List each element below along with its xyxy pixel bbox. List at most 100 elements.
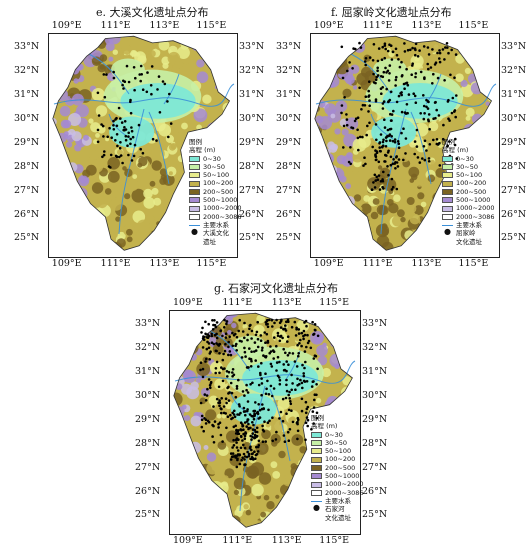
site-dot: [247, 454, 251, 458]
site-dot: [410, 73, 413, 76]
site-dot: [271, 439, 274, 443]
legend-class-row: 2000~3086: [442, 213, 495, 221]
site-dot: [395, 53, 399, 57]
site-dot: [248, 357, 251, 360]
site-dot: [219, 329, 222, 333]
site-dot: [426, 107, 430, 110]
panel-title: e. 大溪文化遗址点分布: [96, 6, 209, 19]
site-dot: [149, 84, 153, 87]
latitude-label-right: 28°N: [362, 437, 388, 449]
site-dot: [119, 141, 122, 144]
site-dot: [286, 340, 289, 343]
site-dot: [414, 53, 417, 57]
site-dot: [315, 383, 318, 386]
site-dot: [380, 92, 383, 95]
site-dot: [381, 45, 384, 49]
site-dot: [249, 426, 252, 430]
site-dot: [101, 124, 105, 128]
site-dot: [384, 66, 387, 70]
latitude-label-left: 29°N: [276, 136, 302, 148]
site-dot: [124, 138, 128, 142]
site-dot: [454, 137, 457, 141]
site-dot: [123, 126, 126, 129]
site-dot: [119, 154, 123, 157]
site-dot: [387, 100, 390, 104]
legend-class-label: 100~200: [203, 179, 234, 188]
map-panel-g: g. 石家河文化遗址点分布 图例 高程 (m) 0~30 30~50 50~100 1…: [124, 280, 404, 553]
site-dot: [246, 400, 250, 403]
site-dot: [243, 458, 246, 461]
site-dot: [207, 420, 211, 424]
site-dot: [389, 119, 393, 122]
site-dot: [241, 330, 245, 333]
site-dot: [157, 75, 161, 78]
longitude-label-bottom: 113°E: [149, 258, 180, 269]
site-dot: [378, 188, 382, 191]
site-dot: [394, 167, 397, 170]
site-dot: [257, 444, 261, 447]
longitude-label-bottom: 109°E: [313, 258, 344, 269]
site-dot: [374, 78, 378, 81]
site-dot: [229, 353, 233, 357]
latitude-label-right: 28°N: [239, 160, 265, 172]
site-dot: [217, 401, 220, 405]
site-dot: [250, 337, 253, 340]
site-dot: [200, 414, 204, 418]
site-dot: [269, 350, 273, 353]
site-dot: [378, 141, 382, 144]
site-dot: [389, 44, 393, 47]
site-dot: [259, 373, 262, 377]
latitude-label-left: 27°N: [135, 461, 161, 473]
site-dot: [291, 382, 294, 385]
latitude-label-right: 26°N: [362, 485, 388, 497]
site-dot: [311, 320, 314, 324]
latitude-label-right: 30°N: [239, 113, 265, 125]
site-dot: [260, 361, 263, 365]
site-dot: [271, 349, 275, 352]
site-dot: [361, 135, 364, 139]
site-dot: [240, 356, 244, 359]
site-dot: [108, 126, 111, 130]
site-dot: [241, 439, 244, 442]
site-dot: [139, 147, 142, 151]
site-dot: [422, 117, 426, 121]
site-dot: [118, 155, 121, 159]
latitude-label-left: 30°N: [14, 113, 40, 125]
site-dot: [214, 367, 218, 370]
site-dot: [130, 159, 134, 162]
site-dot: [305, 324, 308, 328]
site-dot: [274, 438, 278, 441]
site-dot: [255, 426, 259, 430]
site-dot: [250, 359, 253, 363]
site-dot: [302, 372, 305, 375]
latitude-label-left: 25°N: [276, 232, 302, 244]
legend-class-row: 200~500: [189, 188, 242, 196]
site-dot: [276, 334, 280, 338]
site-dot: [431, 82, 434, 85]
site-dot: [208, 358, 211, 361]
site-dot: [254, 359, 257, 362]
site-dot: [269, 384, 273, 388]
latitude-label-right: 29°N: [501, 136, 526, 148]
latitude-label-right: 26°N: [239, 208, 265, 220]
site-dot: [246, 408, 249, 411]
legend-class-row: 100~200: [189, 179, 242, 187]
site-dot: [422, 94, 425, 97]
site-dot: [286, 335, 290, 338]
site-dot: [261, 346, 264, 350]
site-dot: [245, 388, 248, 392]
site-dot: [254, 430, 257, 434]
site-dot: [213, 420, 217, 423]
site-dot: [373, 173, 377, 177]
site-dot: [273, 336, 276, 339]
site-dot: [156, 88, 159, 91]
site-dot: [397, 142, 401, 146]
site-dot: [260, 349, 264, 352]
site-dot: [112, 76, 116, 80]
site-dot: [141, 151, 145, 155]
site-dot: [371, 145, 374, 149]
site-dot: [235, 437, 239, 440]
site-dot: [400, 60, 403, 64]
site-dot: [351, 67, 354, 70]
site-dot: [413, 94, 417, 98]
